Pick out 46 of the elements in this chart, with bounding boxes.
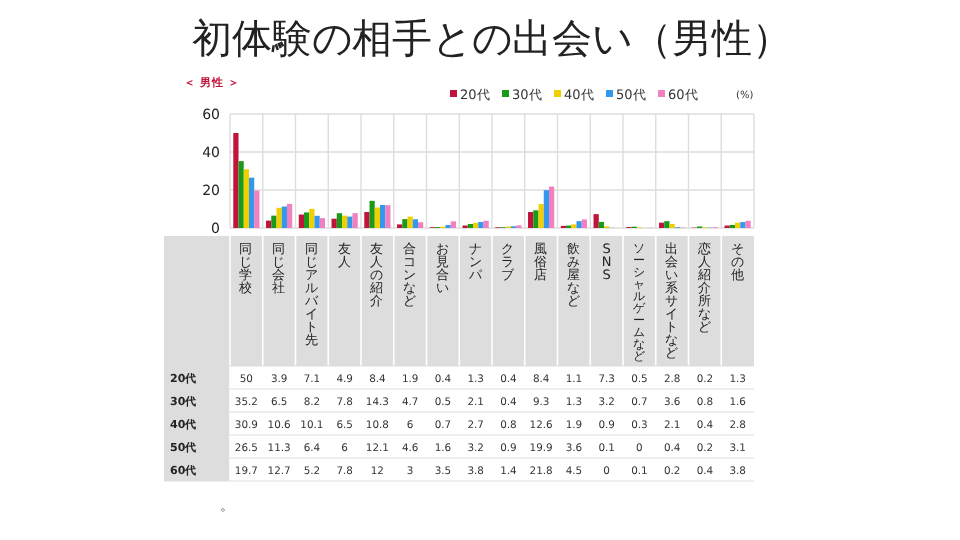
bar bbox=[473, 222, 479, 228]
bar bbox=[402, 219, 408, 228]
chart-title: 初体験の相手との出会い（男性） bbox=[192, 14, 792, 62]
bar bbox=[598, 221, 605, 228]
bar bbox=[271, 215, 277, 228]
bar bbox=[745, 220, 751, 228]
bar bbox=[740, 222, 746, 228]
bar bbox=[374, 207, 380, 228]
bar bbox=[528, 212, 534, 228]
bar bbox=[342, 215, 348, 228]
bar bbox=[248, 177, 255, 228]
bar bbox=[664, 221, 670, 228]
bar bbox=[385, 205, 391, 228]
bar bbox=[417, 222, 424, 228]
bar bbox=[336, 213, 343, 228]
bar bbox=[364, 212, 370, 228]
bar bbox=[407, 216, 413, 228]
bar bbox=[412, 219, 418, 228]
bar bbox=[238, 161, 244, 228]
bar bbox=[576, 221, 582, 228]
bar bbox=[319, 218, 325, 228]
bar bbox=[254, 190, 260, 228]
bar bbox=[533, 210, 539, 228]
bar bbox=[304, 212, 310, 228]
bar bbox=[379, 205, 386, 228]
bar bbox=[352, 213, 358, 228]
bar bbox=[298, 214, 305, 228]
bar bbox=[233, 133, 239, 228]
bar bbox=[331, 218, 337, 228]
bar bbox=[347, 216, 353, 228]
bar bbox=[309, 208, 315, 228]
bar bbox=[478, 221, 484, 228]
bar bbox=[243, 169, 249, 228]
bar bbox=[548, 186, 555, 228]
bar bbox=[281, 206, 287, 228]
bar bbox=[483, 220, 489, 228]
bar bbox=[538, 204, 544, 228]
bar bbox=[314, 215, 320, 228]
bar bbox=[581, 219, 587, 228]
bar bbox=[450, 221, 456, 228]
bar bbox=[276, 207, 282, 228]
bar bbox=[543, 190, 549, 228]
bar bbox=[369, 200, 375, 228]
bar bbox=[286, 203, 293, 228]
bar bbox=[266, 220, 272, 228]
bar bbox=[593, 214, 599, 228]
